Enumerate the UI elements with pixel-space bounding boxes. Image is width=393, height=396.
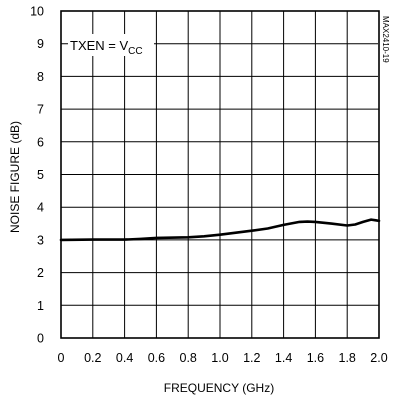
y-tick-label: 1 (37, 299, 44, 313)
annotation-text: TXEN = VCC (70, 38, 143, 57)
y-tick-label: 8 (37, 70, 44, 84)
x-tick-label: 2.0 (370, 351, 387, 365)
x-axis-label: FREQUENCY (GHz) (164, 381, 274, 395)
y-axis-label: NOISE FIGURE (dB) (8, 121, 22, 233)
y-tick-label: 0 (37, 332, 44, 346)
y-tick-label: 4 (37, 201, 44, 215)
series-line-noise-figure (59, 218, 381, 242)
x-tick-label: 0.8 (180, 351, 197, 365)
x-tick-label: 1.0 (211, 351, 228, 365)
y-tick-label: 2 (37, 266, 44, 280)
y-tick-label: 10 (30, 5, 44, 19)
x-tick-label: 0.2 (84, 351, 101, 365)
y-tick-label: 9 (37, 37, 44, 51)
plot-frame (60, 10, 380, 339)
y-tick-label: 3 (37, 233, 44, 247)
y-tick-labels: 0 1 2 3 4 5 6 7 8 9 10 (30, 5, 44, 346)
x-tick-labels: 0 0.2 0.4 0.6 0.8 1.0 1.2 1.4 1.6 1.8 2.0 (58, 351, 388, 365)
chart-grid (60, 10, 380, 339)
annotation-txen: TXEN = VCC (68, 34, 154, 57)
x-tick-label: 0.4 (116, 351, 133, 365)
x-tick-label: 1.8 (339, 351, 356, 365)
x-tick-label: 0.6 (148, 351, 165, 365)
x-tick-label: 0 (58, 351, 65, 365)
y-tick-label: 5 (37, 168, 44, 182)
watermark-text: MAX2410-19 (381, 16, 390, 63)
watermark: MAX2410-19 (378, 16, 390, 78)
x-tick-label: 1.4 (275, 351, 292, 365)
x-tick-label: 1.2 (243, 351, 260, 365)
y-tick-label: 7 (37, 103, 44, 117)
y-tick-label: 6 (37, 135, 44, 149)
x-tick-label: 1.6 (307, 351, 324, 365)
